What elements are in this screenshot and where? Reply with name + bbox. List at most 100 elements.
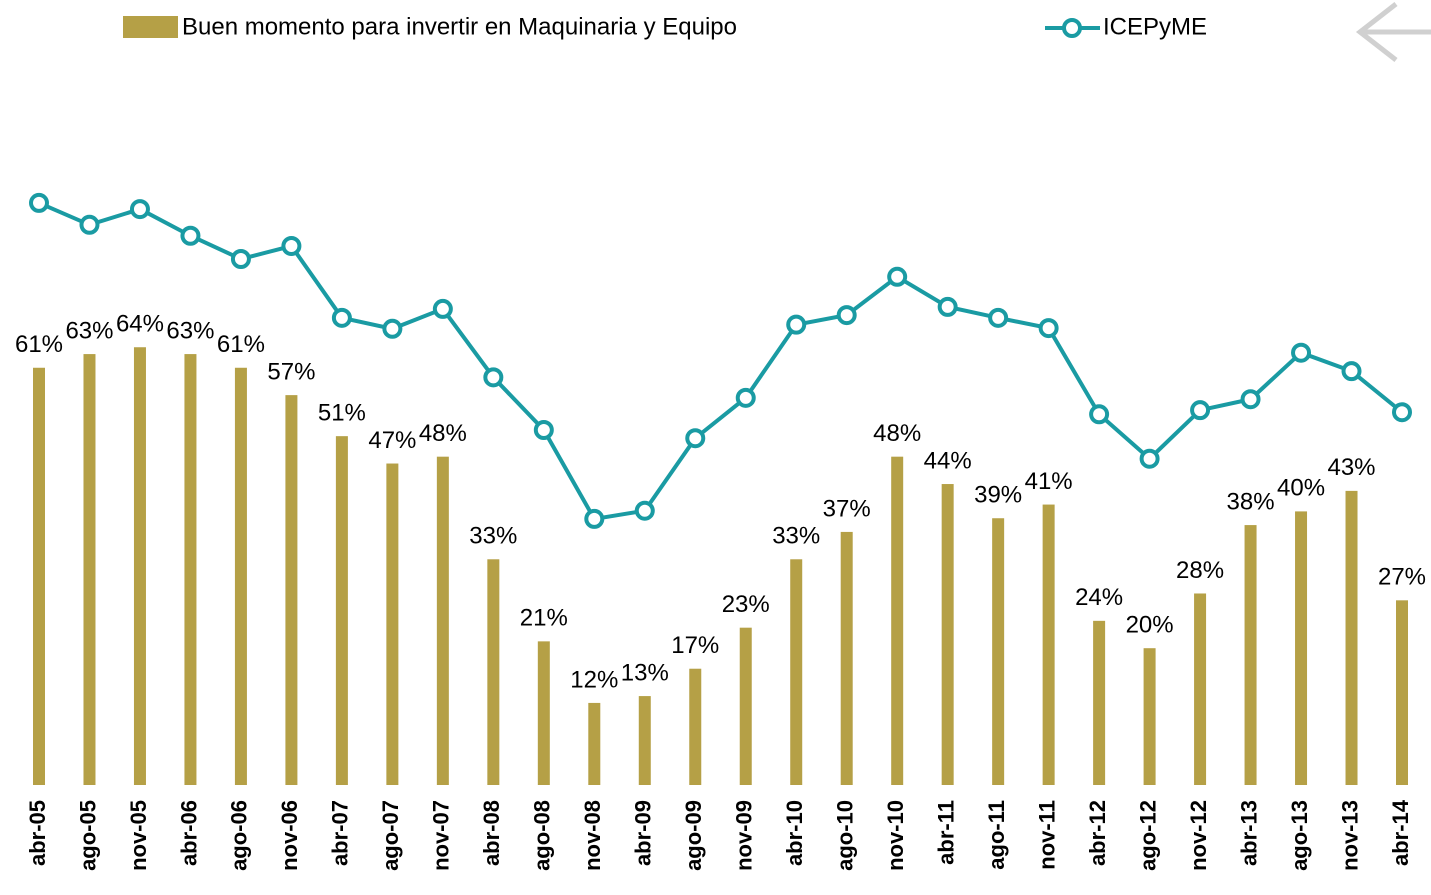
bar [790, 559, 803, 785]
value-label: 64% [116, 311, 164, 338]
value-label: 33% [469, 523, 517, 550]
line-marker [1038, 318, 1059, 339]
value-label: 47% [368, 427, 416, 454]
line-marker [1139, 448, 1160, 469]
x-tick-label: ago-12 [1135, 800, 1160, 871]
value-label: 48% [873, 420, 921, 447]
bar [487, 559, 500, 785]
x-tick-label: ago-09 [681, 800, 706, 871]
x-tick-label: abr-08 [479, 800, 504, 866]
bar [891, 456, 904, 785]
value-label: 48% [419, 420, 467, 447]
line-marker [230, 249, 251, 270]
bar [285, 395, 298, 785]
line-marker [331, 307, 352, 328]
x-tick-label: nov-07 [429, 800, 454, 871]
x-tick-label: nov-12 [1186, 800, 1211, 871]
value-label: 63% [166, 317, 214, 344]
bar [33, 367, 45, 785]
bar [1396, 600, 1408, 785]
x-tick-label: abr-14 [1388, 799, 1413, 866]
back-arrow[interactable] [1355, 2, 1431, 62]
bar [840, 531, 853, 785]
line-marker [1240, 389, 1261, 410]
x-tick-label: abr-10 [782, 800, 807, 866]
value-label: 23% [722, 591, 770, 618]
bar [638, 696, 651, 785]
x-tick-label: ago-07 [378, 800, 403, 871]
x-tick-label: abr-07 [328, 800, 353, 866]
x-tick-label: ago-13 [1287, 800, 1312, 871]
line-marker [29, 192, 49, 213]
value-label: 61% [217, 331, 265, 358]
bar [1295, 511, 1308, 785]
value-label: 41% [1025, 468, 1073, 495]
line-marker [1291, 342, 1312, 363]
legend-marker [1062, 18, 1082, 38]
line-marker [432, 298, 453, 319]
value-label: 33% [772, 523, 820, 550]
line-marker [180, 225, 201, 246]
bar [436, 456, 449, 785]
value-label: 28% [1176, 557, 1224, 584]
line [38, 201, 1404, 522]
value-label: 38% [1227, 488, 1275, 515]
legend-label: Buen momento para invertir en Maquinaria… [182, 13, 737, 40]
bar [1345, 490, 1358, 785]
value-label: 21% [520, 605, 568, 632]
x-tick-label: nov-10 [883, 800, 908, 871]
bar [1194, 593, 1207, 785]
line-marker [735, 387, 756, 408]
line-marker [836, 305, 857, 326]
line-marker [988, 307, 1009, 328]
value-label: 63% [65, 317, 113, 344]
value-label: 44% [924, 447, 972, 474]
line-marker [786, 314, 807, 335]
line-marker [281, 236, 302, 257]
value-label: 40% [1277, 475, 1325, 502]
x-tick-label: ago-10 [833, 800, 858, 871]
bar [234, 367, 247, 785]
line-marker [1089, 404, 1110, 425]
line-marker [483, 367, 504, 388]
x-tick-label: abr-09 [631, 800, 656, 866]
bar [739, 627, 752, 785]
x-tick-label: ago-06 [227, 800, 252, 871]
bar [689, 668, 702, 785]
x-tick-label: abr-11 [933, 800, 958, 865]
bar [83, 354, 96, 785]
value-label: 13% [621, 659, 669, 686]
bar [133, 347, 146, 785]
value-label: 39% [974, 482, 1022, 509]
line-marker [79, 214, 100, 235]
x-tick-label: nov-08 [580, 800, 605, 871]
bar [335, 436, 348, 785]
value-label: 51% [318, 400, 366, 427]
line-marker [533, 420, 554, 441]
value-label: 43% [1327, 454, 1375, 481]
value-label: 12% [570, 666, 618, 693]
x-tick-label: abr-12 [1085, 800, 1110, 866]
line-marker [129, 199, 150, 220]
bar [588, 702, 601, 785]
bar [992, 518, 1005, 785]
value-label: 27% [1378, 564, 1426, 591]
x-tick-label: ago-11 [984, 800, 1009, 870]
x-tick-label: abr-05 [25, 800, 50, 866]
x-tick-label: nov-13 [1337, 800, 1362, 871]
value-label: 37% [823, 495, 871, 522]
x-tick-label: ago-08 [530, 800, 555, 871]
value-label: 24% [1075, 584, 1123, 611]
line-marker [1341, 361, 1362, 382]
bar [941, 484, 954, 785]
line-marker [382, 318, 403, 339]
bar [1143, 648, 1156, 785]
line-marker [937, 296, 958, 317]
x-tick-label: ago-05 [75, 800, 100, 871]
legend-label: ICEPyME [1103, 13, 1207, 40]
value-label: 20% [1126, 612, 1174, 639]
line-marker [887, 266, 908, 287]
line-marker [1190, 400, 1211, 421]
x-tick-label: nov-11 [1034, 800, 1059, 870]
